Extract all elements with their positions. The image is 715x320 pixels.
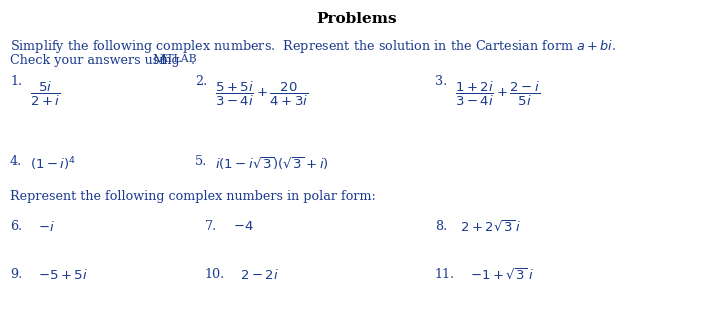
Text: 3.: 3. — [435, 75, 448, 88]
Text: 1.: 1. — [10, 75, 22, 88]
Text: $(1-i)^4$: $(1-i)^4$ — [30, 155, 77, 172]
Text: $2-2i$: $2-2i$ — [240, 268, 279, 282]
Text: 6.: 6. — [10, 220, 22, 233]
Text: ATLAB: ATLAB — [159, 54, 197, 64]
Text: 11.: 11. — [435, 268, 455, 281]
Text: Check your answers using: Check your answers using — [10, 54, 184, 67]
Text: $-5+5i$: $-5+5i$ — [38, 268, 88, 282]
Text: $-1+\sqrt{3}\,i$: $-1+\sqrt{3}\,i$ — [470, 268, 533, 283]
Text: Represent the following complex numbers in polar form:: Represent the following complex numbers … — [10, 190, 376, 203]
Text: $2+2\sqrt{3}\,i$: $2+2\sqrt{3}\,i$ — [460, 220, 521, 235]
Text: 4.: 4. — [10, 155, 22, 168]
Text: $\dfrac{5+5i}{3-4i}+\dfrac{20}{4+3i}$: $\dfrac{5+5i}{3-4i}+\dfrac{20}{4+3i}$ — [215, 80, 309, 108]
Text: 2.: 2. — [195, 75, 207, 88]
Text: 9.: 9. — [10, 268, 22, 281]
Text: 10.: 10. — [205, 268, 225, 281]
Text: 5.: 5. — [195, 155, 207, 168]
Text: .: . — [191, 54, 195, 67]
Text: Problems: Problems — [317, 12, 398, 26]
Text: Simplify the following complex numbers.  Represent the solution in the Cartesian: Simplify the following complex numbers. … — [10, 38, 616, 55]
Text: $\dfrac{5i}{2+i}$: $\dfrac{5i}{2+i}$ — [30, 80, 60, 108]
Text: $i(1-i\sqrt{3})(\sqrt{3}+i)$: $i(1-i\sqrt{3})(\sqrt{3}+i)$ — [215, 155, 329, 172]
Text: M: M — [152, 54, 165, 67]
Text: $-i$: $-i$ — [38, 220, 55, 234]
Text: $-4$: $-4$ — [233, 220, 254, 233]
Text: 7.: 7. — [205, 220, 217, 233]
Text: 8.: 8. — [435, 220, 448, 233]
Text: $\dfrac{1+2i}{3-4i}+\dfrac{2-i}{5i}$: $\dfrac{1+2i}{3-4i}+\dfrac{2-i}{5i}$ — [455, 80, 540, 108]
